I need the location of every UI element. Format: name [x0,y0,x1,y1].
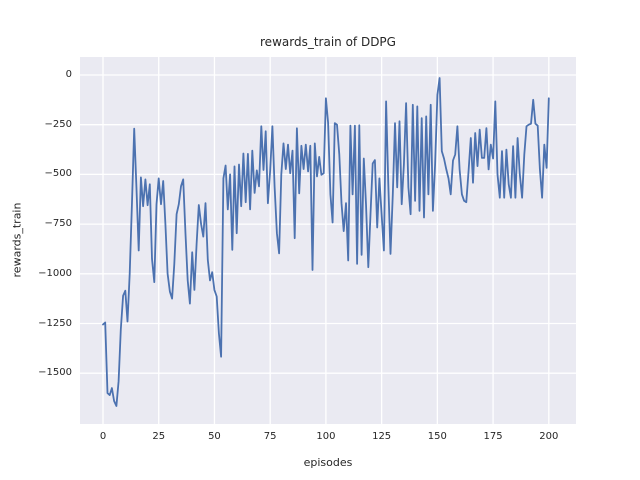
y-tick-label: −1250 [38,317,72,329]
x-tick-label: 100 [316,431,336,442]
x-axis-label: episodes [303,456,353,469]
y-tick-label: −500 [44,168,72,180]
x-tick-label: 0 [99,431,107,442]
x-tick-label: 175 [483,431,503,442]
y-tick-label: −1500 [38,367,72,379]
x-tick-label: 200 [539,431,559,442]
y-tick-label: −1000 [38,267,72,279]
x-tick-label: 25 [152,431,166,442]
x-tick-label: 75 [263,431,277,442]
x-tick-label: 50 [208,431,221,442]
series-line [102,77,550,407]
chart-title: rewards_train of DDPG [260,35,396,49]
x-tick-label: 150 [427,431,447,442]
y-tick-label: 0 [65,69,72,80]
y-tick-label: −750 [44,218,72,230]
y-tick-label: −250 [44,118,72,130]
x-tick-label: 125 [372,431,392,442]
